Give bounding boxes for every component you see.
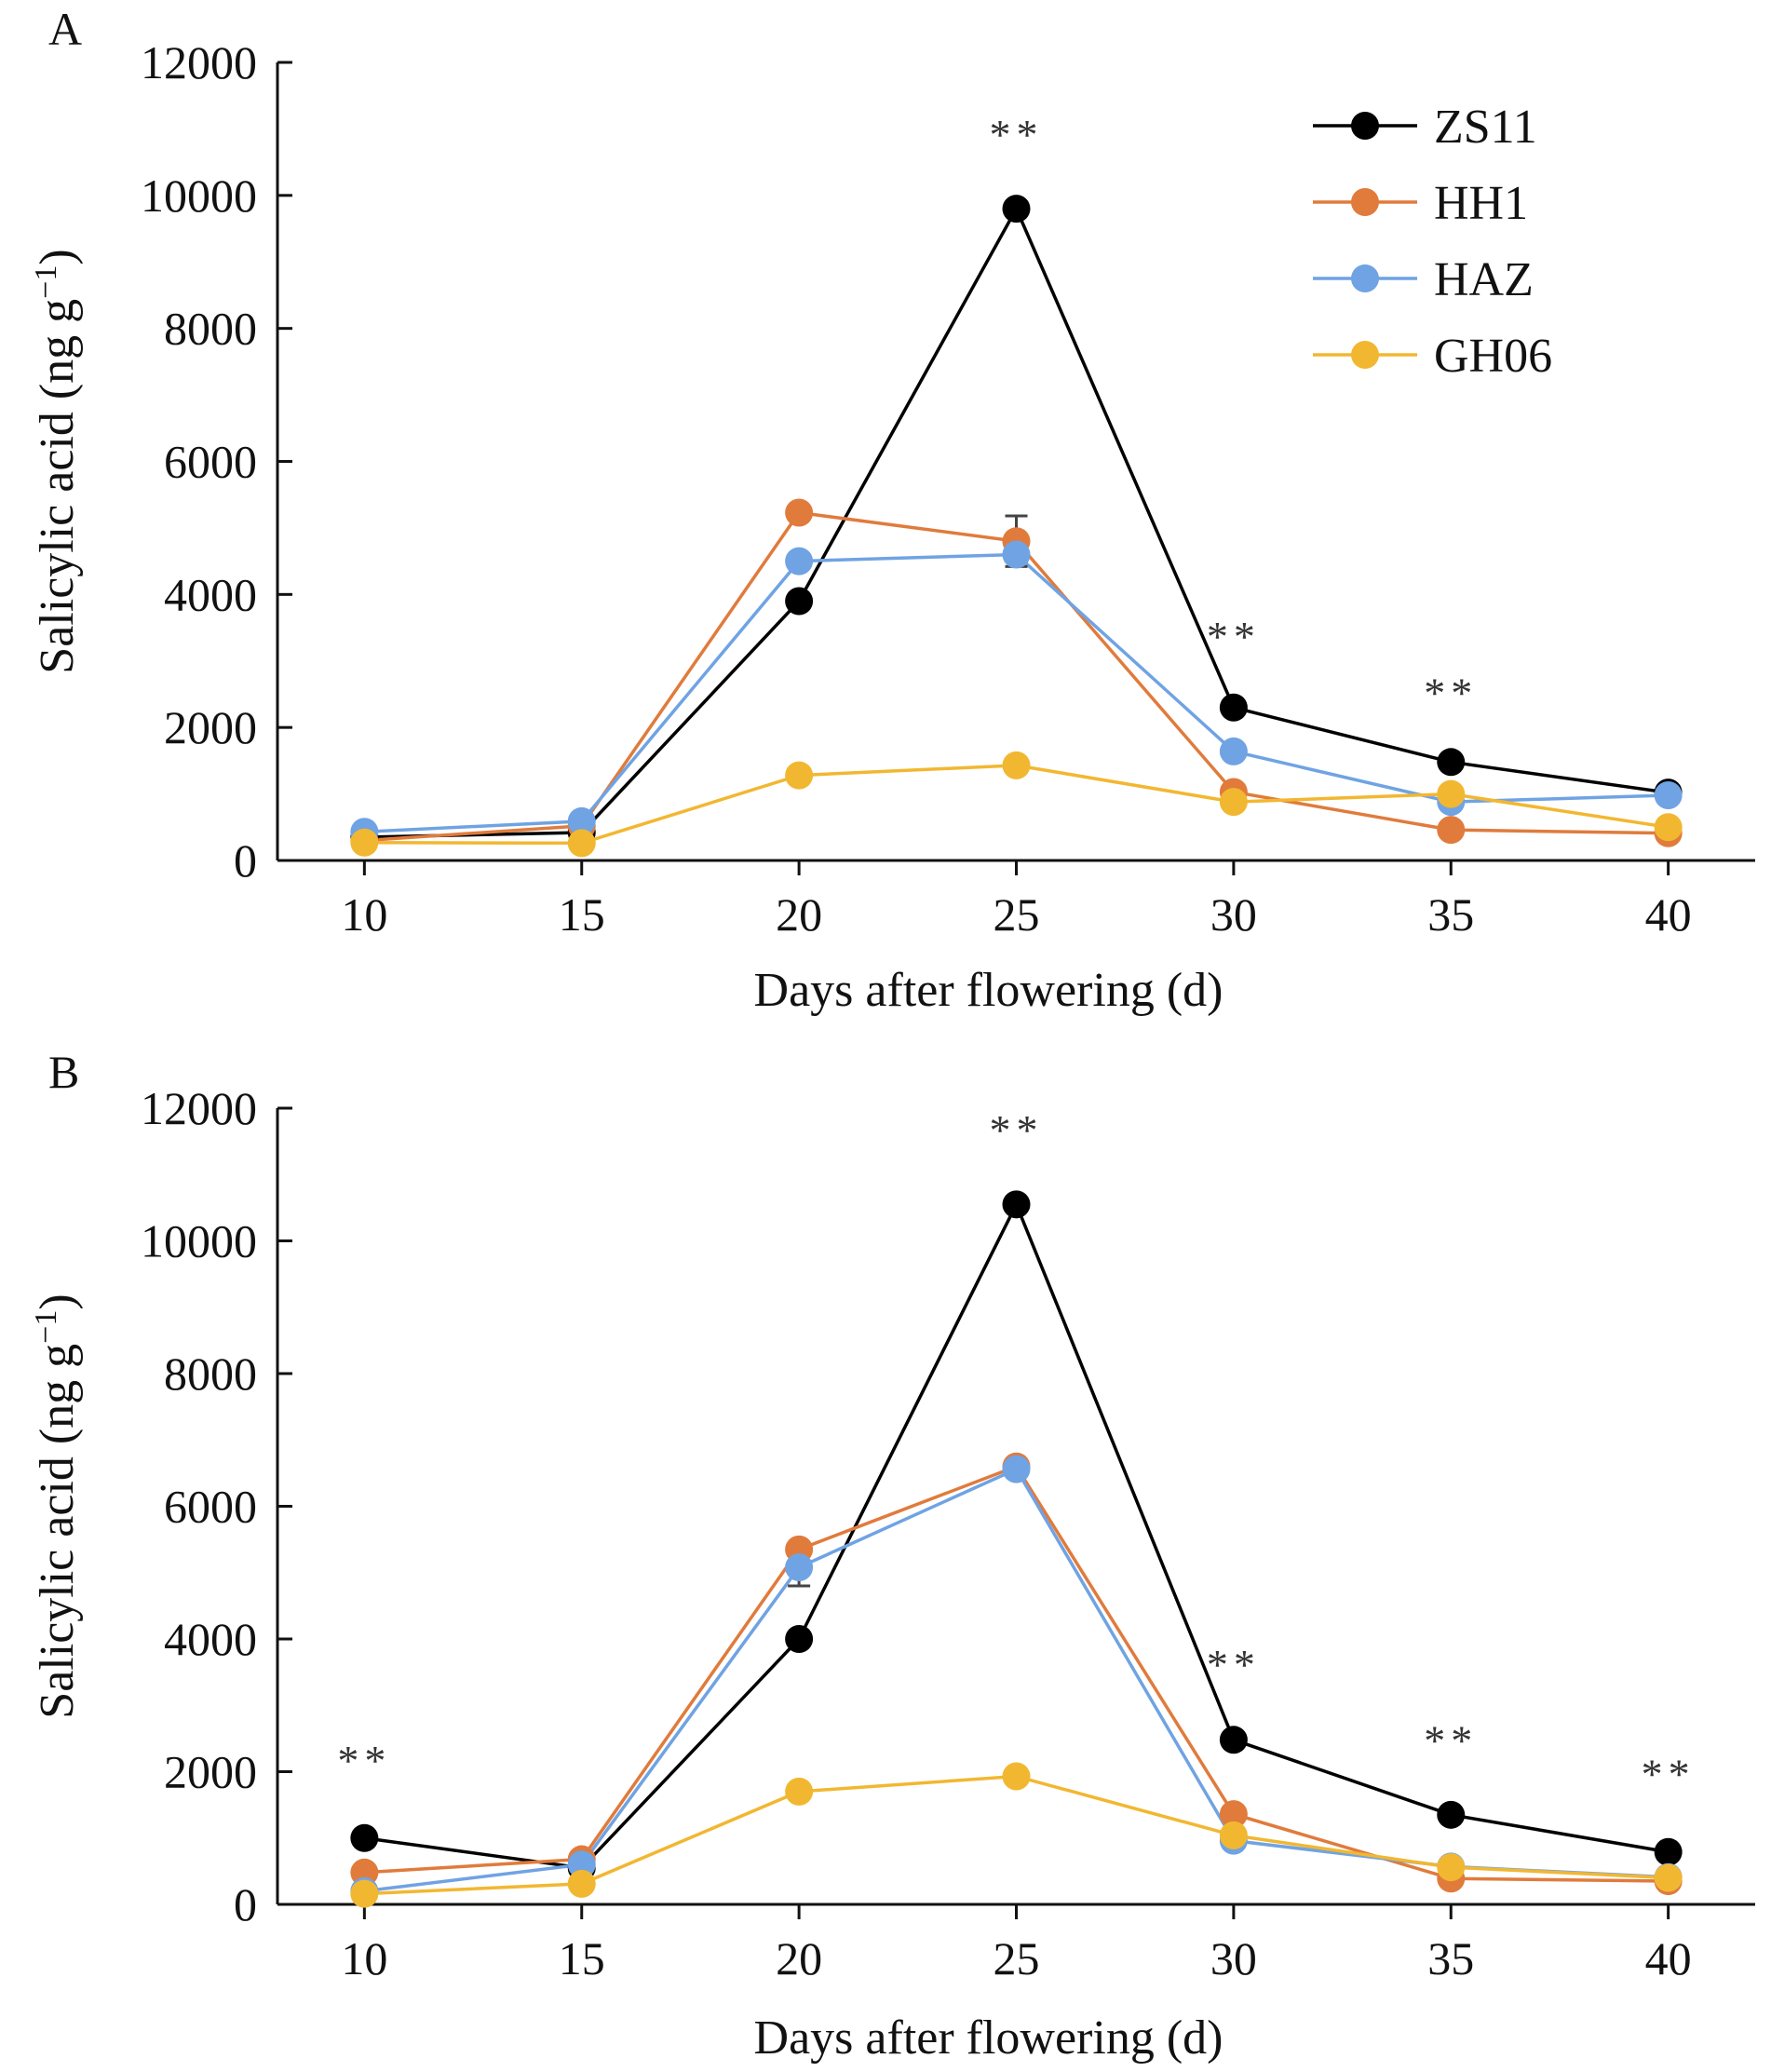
significance-annotation: ** <box>990 1106 1044 1154</box>
data-point-zs11 <box>785 1625 814 1653</box>
legend-label: ZS11 <box>1434 101 1537 154</box>
data-point-gh06 <box>1002 751 1031 779</box>
data-point-gh06 <box>1654 1863 1683 1892</box>
x-tick-label: 35 <box>1427 888 1474 941</box>
y-axis-label: Salicylic acid (ng g−1) <box>29 249 85 673</box>
data-point-gh06 <box>567 1869 596 1898</box>
x-tick-label: 40 <box>1645 888 1692 941</box>
data-point-hh1 <box>1219 1800 1248 1829</box>
data-point-zs11 <box>1219 1726 1248 1754</box>
data-point-gh06 <box>785 761 814 790</box>
x-tick-label: 15 <box>559 1932 605 1984</box>
x-tick-label: 10 <box>341 888 387 941</box>
legend-marker <box>1351 188 1379 216</box>
data-point-gh06 <box>1002 1762 1031 1791</box>
data-point-haz <box>1002 540 1031 569</box>
legend-marker <box>1351 264 1379 292</box>
data-point-gh06 <box>785 1777 814 1806</box>
data-point-hh1 <box>785 498 814 527</box>
panel-letter: B <box>48 1046 79 1098</box>
legend-label: GH06 <box>1434 330 1552 383</box>
x-tick-label: 25 <box>994 888 1040 941</box>
data-point-haz <box>567 1850 596 1879</box>
y-tick-label: 10000 <box>141 1215 257 1267</box>
legend-label: HAZ <box>1434 253 1534 306</box>
data-point-haz <box>1654 781 1683 810</box>
y-tick-label: 8000 <box>164 303 257 355</box>
data-point-haz <box>785 1553 814 1582</box>
x-tick-label: 15 <box>559 888 605 941</box>
x-tick-label: 35 <box>1427 1932 1474 1984</box>
x-axis-label: Days after flowering (d) <box>754 964 1223 1017</box>
x-tick-label: 25 <box>994 1932 1040 1984</box>
x-tick-label: 40 <box>1645 1932 1692 1984</box>
data-point-gh06 <box>1437 1853 1466 1882</box>
y-tick-label: 6000 <box>164 1481 257 1533</box>
y-tick-label: 10000 <box>141 169 257 222</box>
series-line-haz <box>364 1467 1669 1893</box>
data-point-haz <box>567 806 596 835</box>
series-line-gh06 <box>364 1774 1669 1896</box>
y-tick-label: 2000 <box>164 701 257 753</box>
data-point-zs11 <box>1002 195 1031 223</box>
data-point-zs11 <box>1437 748 1466 777</box>
y-tick-label: 8000 <box>164 1347 257 1400</box>
x-tick-label: 30 <box>1210 1932 1257 1984</box>
y-tick-label: 6000 <box>164 436 257 488</box>
x-tick-label: 30 <box>1210 888 1257 941</box>
significance-annotation: ** <box>337 1737 391 1784</box>
significance-annotation: ** <box>1207 613 1261 660</box>
data-point-haz <box>1002 1455 1031 1483</box>
data-point-zs11 <box>350 1823 379 1852</box>
y-tick-label: 0 <box>234 1878 257 1930</box>
x-axis-label: Days after flowering (d) <box>754 2011 1223 2065</box>
x-tick-label: 20 <box>776 888 822 941</box>
y-tick-label: 4000 <box>164 1613 257 1665</box>
data-point-zs11 <box>785 587 814 616</box>
y-tick-label: 2000 <box>164 1746 257 1798</box>
data-point-gh06 <box>350 828 379 857</box>
data-point-gh06 <box>1219 788 1248 817</box>
significance-annotation: ** <box>1424 670 1478 717</box>
y-tick-label: 4000 <box>164 568 257 620</box>
y-tick-label: 12000 <box>141 36 257 88</box>
data-point-zs11 <box>1437 1800 1466 1829</box>
data-point-zs11 <box>1219 693 1248 722</box>
data-point-gh06 <box>1437 779 1466 808</box>
data-point-gh06 <box>350 1879 379 1908</box>
significance-annotation: ** <box>990 111 1044 158</box>
data-point-gh06 <box>1654 813 1683 842</box>
data-point-haz <box>785 547 814 576</box>
y-tick-label: 12000 <box>141 1082 257 1134</box>
data-point-gh06 <box>567 829 596 858</box>
data-point-zs11 <box>1654 1837 1683 1866</box>
data-point-gh06 <box>1219 1821 1248 1849</box>
legend-marker <box>1351 341 1379 369</box>
y-tick-label: 0 <box>234 834 257 887</box>
data-point-zs11 <box>1002 1190 1031 1219</box>
legend-marker <box>1351 112 1379 140</box>
data-point-haz <box>1219 737 1248 765</box>
legend-label: HH1 <box>1434 177 1528 230</box>
significance-annotation: ** <box>1642 1750 1696 1797</box>
significance-annotation: ** <box>1424 1717 1478 1765</box>
data-point-hh1 <box>1437 816 1466 845</box>
panel-a-chart: A 0 2000 4000 6000 8000 10000 12000 10 15 20 25 30 35… <box>29 3 1755 1017</box>
y-axis-label: Salicylic acid (ng g−1) <box>29 1293 85 1718</box>
panel-letter: A <box>48 3 82 55</box>
x-tick-label: 10 <box>341 1932 387 1984</box>
x-tick-label: 20 <box>776 1932 822 1984</box>
significance-annotation: ** <box>1207 1641 1261 1688</box>
panel-b-chart: B 0 2000 4000 6000 8000 10000 12000 10 15 20 25 30 35… <box>29 1046 1755 2065</box>
